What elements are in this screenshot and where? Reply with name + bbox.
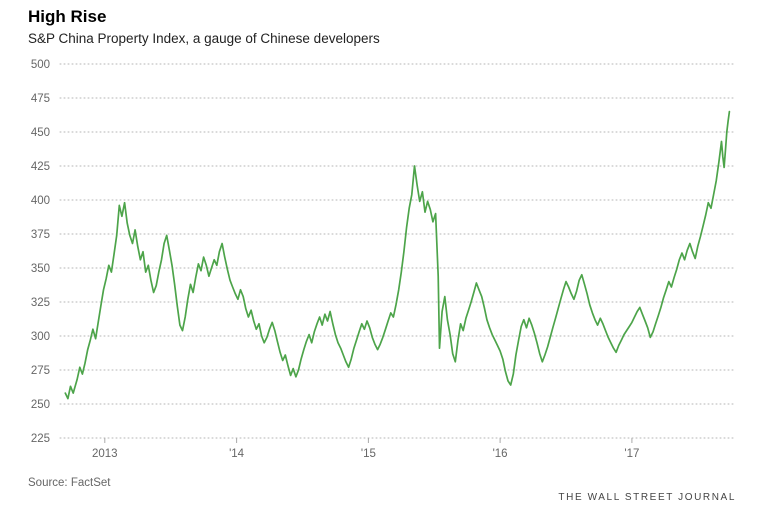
- y-tick-label: 500: [31, 59, 50, 71]
- source-note: Source: FactSet: [28, 477, 111, 489]
- y-tick-label: 475: [31, 93, 50, 105]
- y-tick-label: 400: [31, 195, 50, 207]
- x-tick-label: '16: [493, 448, 508, 460]
- chart-subtitle: S&P China Property Index, a gauge of Chi…: [28, 31, 380, 46]
- y-tick-label: 375: [31, 229, 50, 241]
- x-tick-label: '17: [624, 448, 639, 460]
- x-tick-label: '14: [229, 448, 245, 460]
- y-tick-label: 225: [31, 433, 50, 445]
- y-tick-label: 300: [31, 331, 50, 343]
- chart-title: High Rise: [28, 7, 107, 26]
- y-tick-label: 450: [31, 127, 50, 139]
- y-tick-label: 325: [31, 297, 50, 309]
- y-tick-label: 275: [31, 365, 50, 377]
- y-tick-label: 425: [31, 161, 50, 173]
- wsj-brand: THE WALL STREET JOURNAL: [558, 492, 736, 503]
- y-tick-label: 350: [31, 263, 50, 275]
- y-tick-label: 250: [31, 399, 50, 411]
- x-tick-label: 2013: [92, 448, 118, 460]
- x-tick-label: '15: [361, 448, 376, 460]
- index-line: [64, 110, 731, 400]
